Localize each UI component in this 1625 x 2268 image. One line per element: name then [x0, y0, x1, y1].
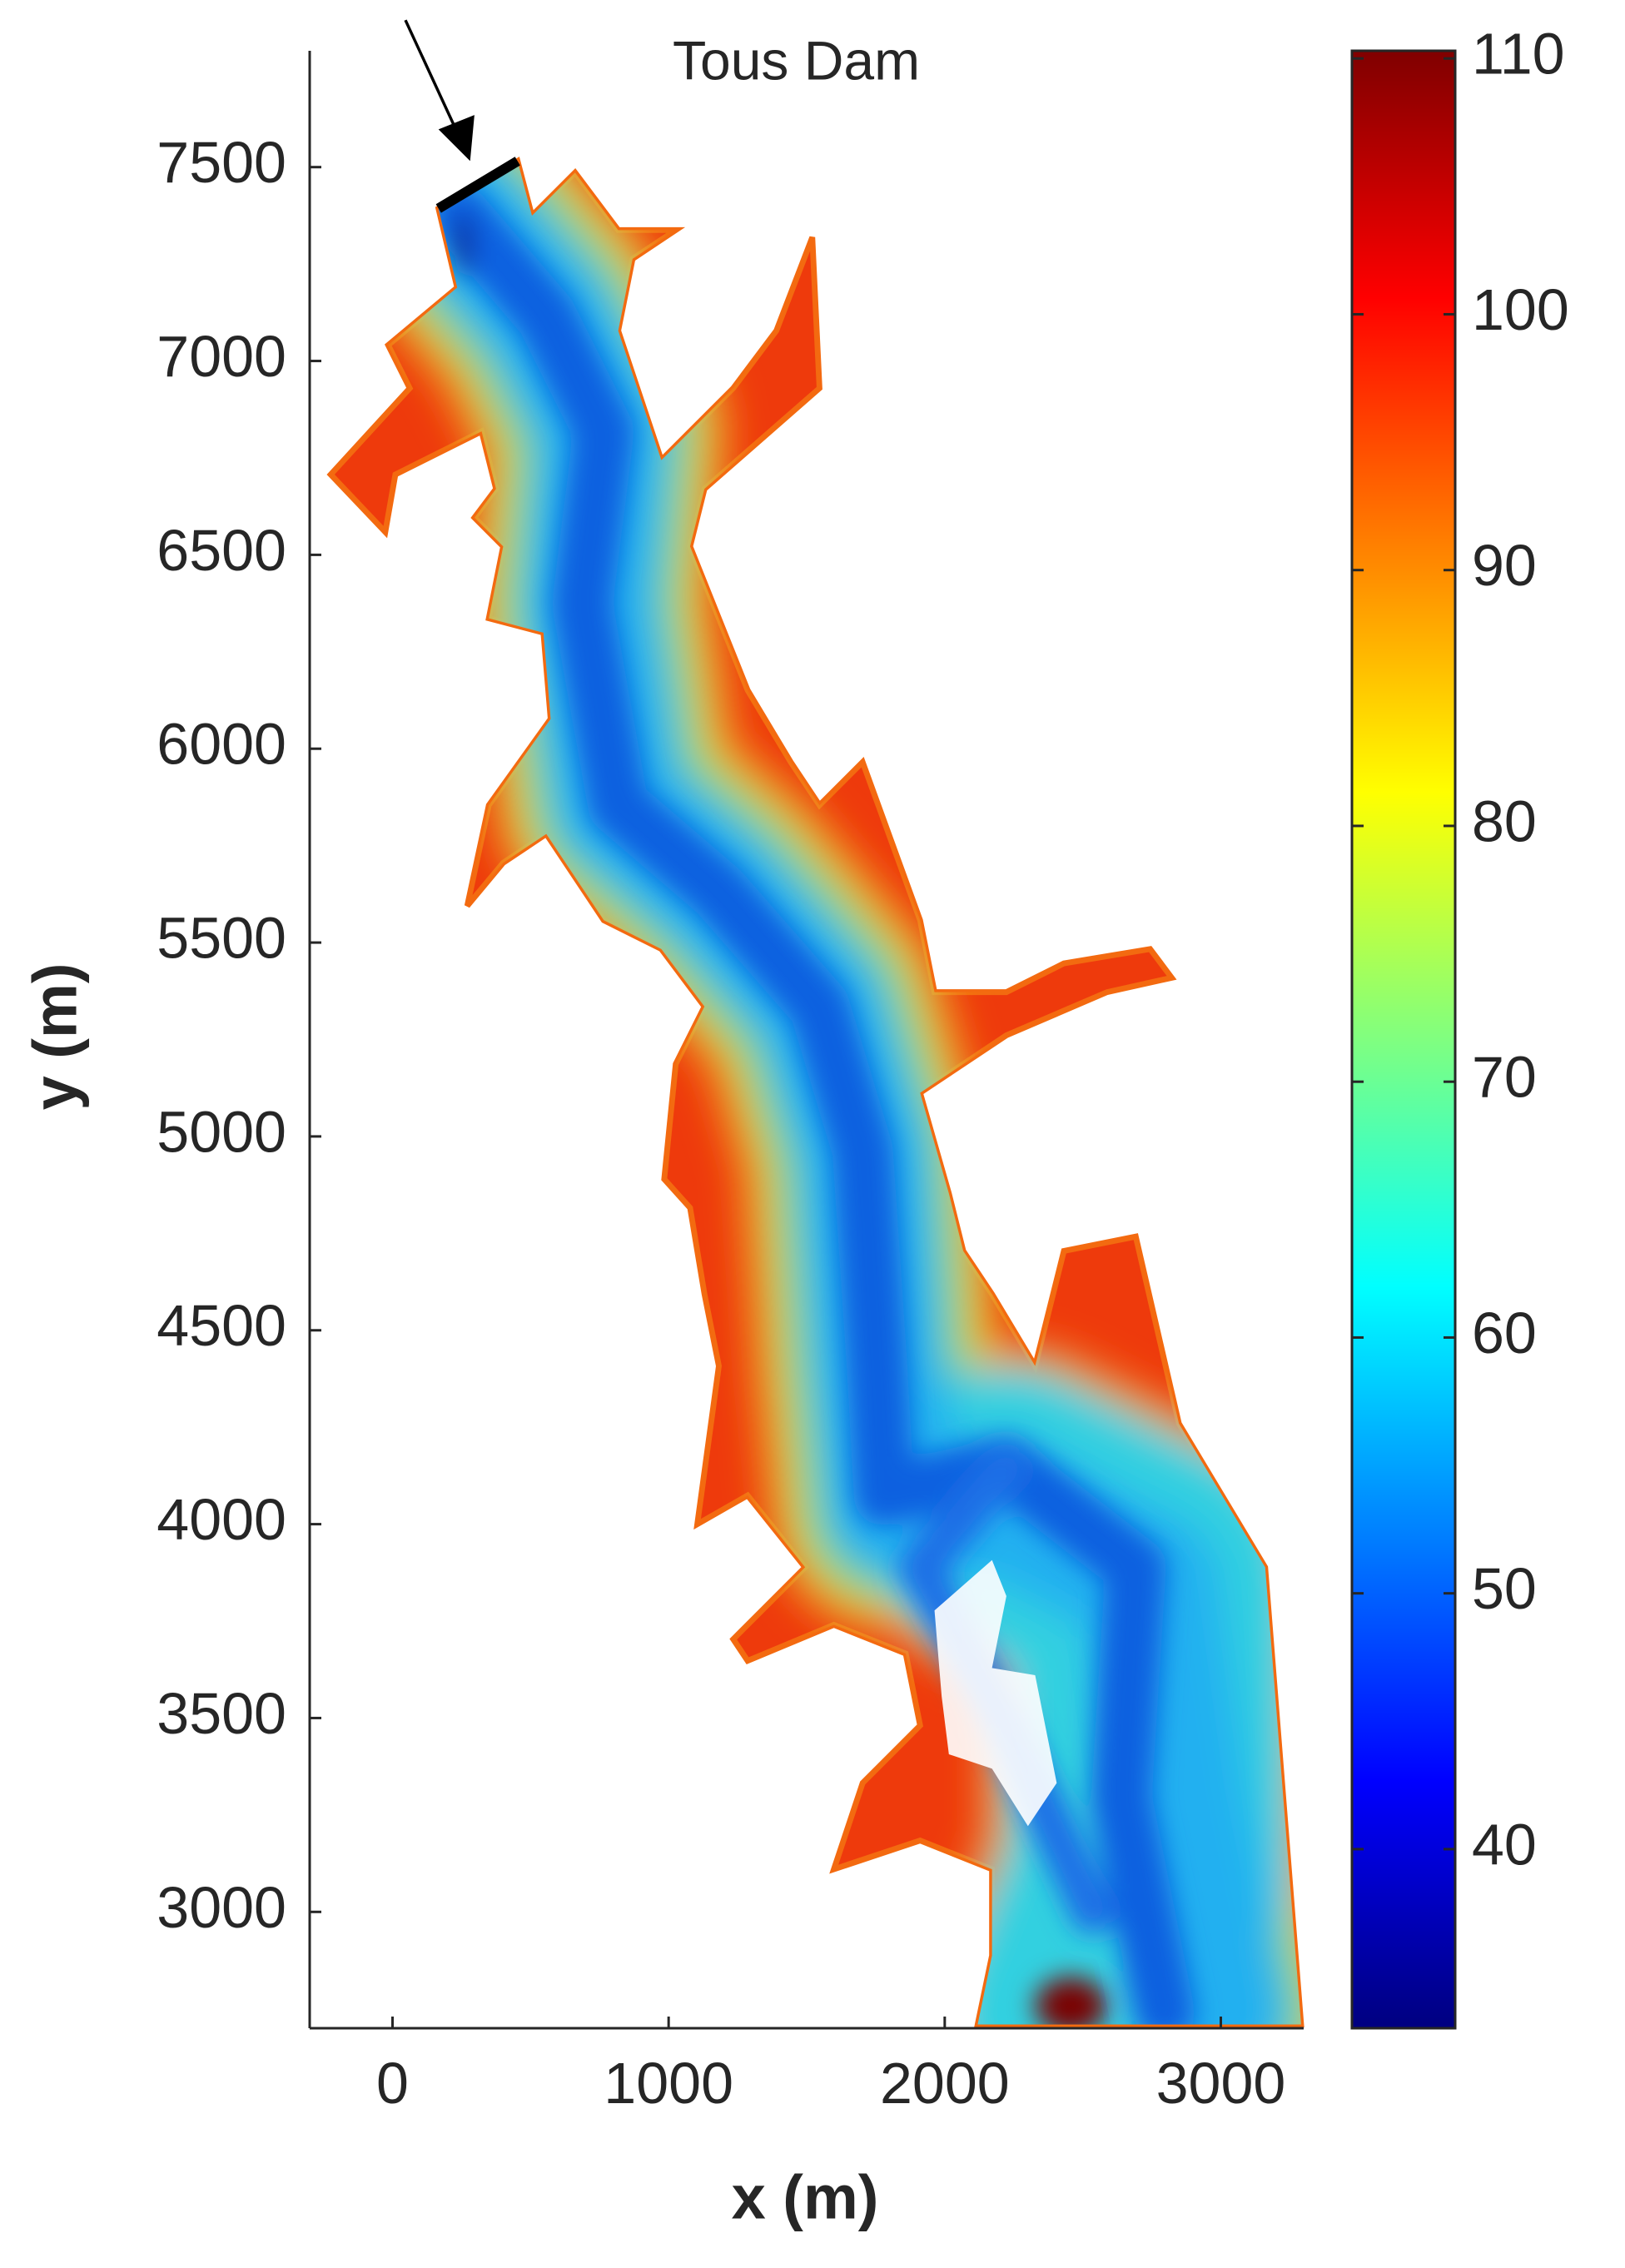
- y-tick-label: 4500: [157, 1293, 286, 1358]
- y-axis-label: y (m): [21, 963, 90, 1111]
- colorbar-tick-label: 70: [1472, 1045, 1537, 1110]
- x-tick-label: 3000: [1156, 2051, 1286, 2116]
- y-tick-label: 7000: [157, 324, 286, 389]
- y-tick-label: 6000: [157, 712, 286, 777]
- colorbar-tick-label: 110: [1472, 22, 1565, 87]
- y-tick-label: 3500: [157, 1681, 286, 1746]
- colorbar: [1350, 49, 1457, 2030]
- x-tick-label: 1000: [604, 2051, 733, 2116]
- colorbar-tick-label: 60: [1472, 1301, 1537, 1365]
- x-tick-label: 0: [376, 2051, 409, 2116]
- y-tick-label: 5000: [157, 1099, 286, 1164]
- y-tick-label: 5500: [157, 906, 286, 971]
- annotation: Tous Dam: [673, 29, 920, 91]
- colorbar-tick-label: 50: [1472, 1556, 1537, 1621]
- annotation-arrowhead: [438, 115, 475, 162]
- x-axis-label: x (m): [732, 2163, 879, 2232]
- annotation-arrow: [404, 19, 459, 133]
- terrain-map: [330, 19, 1301, 2035]
- colorbar-tick-label: 40: [1472, 1812, 1537, 1877]
- colorbar-tick-label: 90: [1472, 533, 1537, 598]
- y-tick-label: 3000: [157, 1875, 286, 1940]
- y-tick-label: 6500: [157, 518, 286, 583]
- y-tick-label: 7500: [157, 130, 286, 195]
- colorbar-tick-label: 100: [1472, 277, 1569, 342]
- y-tick-label: 4000: [157, 1487, 286, 1552]
- x-tick-label: 2000: [880, 2051, 1010, 2116]
- dam-line: [435, 157, 520, 213]
- colorbar-tick-label: 80: [1472, 788, 1537, 853]
